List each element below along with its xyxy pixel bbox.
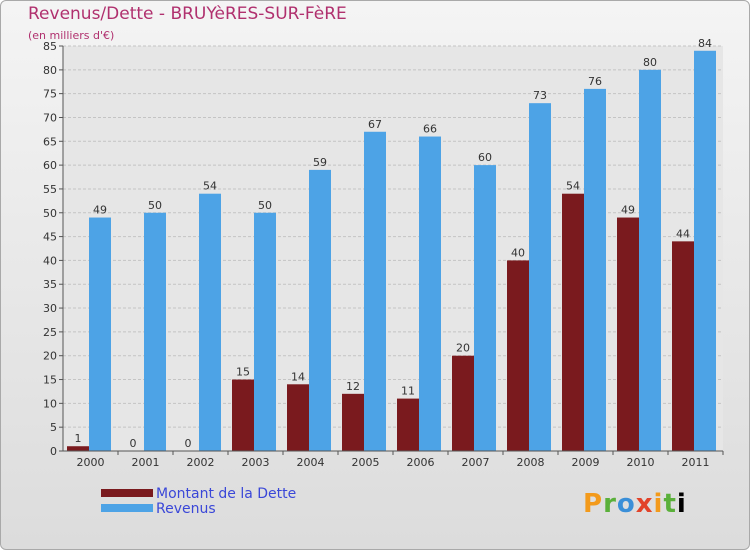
y-tick-label: 30 bbox=[43, 302, 57, 315]
x-tick-label-2002: 2002 bbox=[187, 456, 215, 469]
chart-title: Revenus/Dette - BRUYèRES-SUR-FèRE bbox=[28, 4, 347, 24]
x-tick-label-2003: 2003 bbox=[242, 456, 270, 469]
bar-label-dette-2005: 12 bbox=[346, 380, 360, 393]
bar-revenus-2002 bbox=[199, 193, 221, 452]
bar-revenus-2007 bbox=[474, 165, 496, 451]
bar-label-dette-2002: 0 bbox=[185, 437, 192, 450]
bar-label-revenus-2002: 54 bbox=[203, 180, 217, 193]
bar-dette-2009 bbox=[562, 193, 584, 452]
bar-label-revenus-2005: 67 bbox=[368, 118, 382, 131]
y-tick-label: 15 bbox=[43, 374, 57, 387]
bar-label-dette-2006: 11 bbox=[401, 385, 415, 398]
chart-subtitle: (en milliers d'€) bbox=[28, 29, 115, 42]
bar-revenus-2005 bbox=[364, 131, 386, 451]
x-axis-ticks: 2000 2001 2002 2003 2004 2005 2006 2007 2008 2009… bbox=[63, 450, 724, 469]
bar-label-revenus-2000: 49 bbox=[93, 204, 107, 217]
bar-revenus-2004 bbox=[309, 169, 331, 451]
bar-label-revenus-2009: 76 bbox=[588, 75, 602, 88]
bar-revenus-2001 bbox=[144, 212, 166, 451]
x-tick-label-2009: 2009 bbox=[572, 456, 600, 469]
bar-label-dette-2007: 20 bbox=[456, 342, 470, 355]
bar-revenus-2011 bbox=[694, 50, 716, 451]
legend-label-dette: Montant de la Dette bbox=[156, 486, 297, 502]
y-tick-label: 0 bbox=[50, 445, 57, 458]
bar-label-dette-2000: 1 bbox=[75, 432, 82, 445]
bar-dette-2004 bbox=[287, 384, 309, 451]
bar-label-dette-2001: 0 bbox=[130, 437, 137, 450]
x-tick-label-2007: 2007 bbox=[462, 456, 490, 469]
y-tick-label: 60 bbox=[43, 159, 57, 172]
x-tick-label-2006: 2006 bbox=[407, 456, 435, 469]
y-tick-label: 5 bbox=[50, 421, 57, 434]
bar-dette-2000 bbox=[67, 446, 89, 451]
y-tick-label: 25 bbox=[43, 326, 57, 339]
bar-label-dette-2008: 40 bbox=[511, 246, 525, 259]
plot-area bbox=[63, 46, 723, 451]
bar-dette-2011 bbox=[672, 241, 694, 451]
bar-label-dette-2003: 15 bbox=[236, 366, 250, 379]
y-tick-label: 50 bbox=[43, 207, 57, 220]
legend-swatch-dette bbox=[101, 489, 153, 497]
legend-swatch-revenus bbox=[101, 504, 153, 512]
bar-revenus-2006 bbox=[419, 136, 441, 451]
bar-label-dette-2010: 49 bbox=[621, 204, 635, 217]
legend-label-revenus: Revenus bbox=[156, 501, 216, 517]
bar-dette-2007 bbox=[452, 355, 474, 451]
y-tick-label: 65 bbox=[43, 135, 57, 148]
bar-label-revenus-2001: 50 bbox=[148, 199, 162, 212]
proxiti-logo: Proxiti bbox=[583, 489, 687, 519]
bar-dette-2006 bbox=[397, 398, 419, 451]
bars bbox=[67, 50, 716, 452]
x-tick-label-2004: 2004 bbox=[297, 456, 325, 469]
bar-label-revenus-2006: 66 bbox=[423, 123, 437, 136]
bar-revenus-2000 bbox=[89, 217, 111, 451]
bar-label-dette-2004: 14 bbox=[291, 370, 305, 383]
bar-revenus-2010 bbox=[639, 69, 661, 451]
bar-label-revenus-2004: 59 bbox=[313, 156, 327, 169]
bar-label-revenus-2003: 50 bbox=[258, 199, 272, 212]
y-tick-label: 35 bbox=[43, 278, 57, 291]
bar-revenus-2003 bbox=[254, 212, 276, 451]
y-tick-label: 75 bbox=[43, 88, 57, 101]
bar-dette-2010 bbox=[617, 217, 639, 451]
x-tick-label-2011: 2011 bbox=[682, 456, 710, 469]
bar-label-revenus-2007: 60 bbox=[478, 151, 492, 164]
bar-label-revenus-2008: 73 bbox=[533, 89, 547, 102]
bar-labels: 1 49 0 50 0 54 15 50 14 59 12 67 11 66 20 60 40 73 54 76 49 8… bbox=[75, 37, 713, 450]
y-tick-label: 10 bbox=[43, 397, 57, 410]
y-tick-label: 85 bbox=[43, 40, 57, 53]
y-tick-label: 45 bbox=[43, 231, 57, 244]
bar-revenus-2009 bbox=[584, 88, 606, 451]
y-tick-label: 40 bbox=[43, 254, 57, 267]
bar-dette-2008 bbox=[507, 260, 529, 451]
x-tick-label-2005: 2005 bbox=[352, 456, 380, 469]
y-tick-label: 70 bbox=[43, 111, 57, 124]
bar-label-dette-2011: 44 bbox=[676, 227, 690, 240]
bar-label-revenus-2011: 84 bbox=[698, 37, 712, 50]
x-tick-label-2008: 2008 bbox=[517, 456, 545, 469]
bar-revenus-2008 bbox=[529, 103, 551, 452]
bar-dette-2005 bbox=[342, 393, 364, 451]
x-tick-label-2000: 2000 bbox=[77, 456, 105, 469]
y-tick-label: 55 bbox=[43, 183, 57, 196]
grid-lines bbox=[63, 45, 723, 452]
bar-dette-2003 bbox=[232, 379, 254, 451]
bar-label-dette-2009: 54 bbox=[566, 180, 580, 193]
x-tick-label-2010: 2010 bbox=[627, 456, 655, 469]
y-tick-label: 80 bbox=[43, 64, 57, 77]
y-tick-label: 20 bbox=[43, 350, 57, 363]
bar-label-revenus-2010: 80 bbox=[643, 56, 657, 69]
y-axis-ticks: 0 5 10 15 20 25 30 35 40 45 50 55 60 65 70 75 80 85 bbox=[43, 40, 64, 458]
x-tick-label-2001: 2001 bbox=[132, 456, 160, 469]
